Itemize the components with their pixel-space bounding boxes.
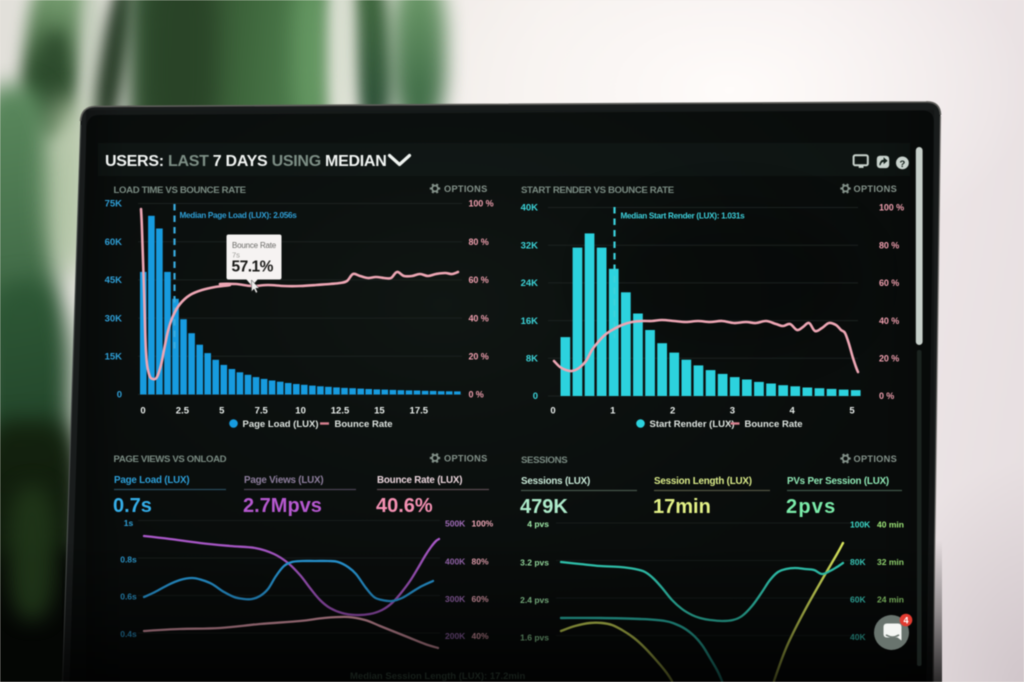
svg-text:4 pvs: 4 pvs xyxy=(527,519,549,529)
svg-text:4: 4 xyxy=(790,406,796,417)
svg-text:5: 5 xyxy=(219,406,225,417)
svg-text:100K: 100K xyxy=(850,520,871,530)
svg-text:3: 3 xyxy=(730,406,735,417)
svg-text:0 %: 0 % xyxy=(879,391,894,401)
svg-text:Page Load (LUX): Page Load (LUX) xyxy=(243,419,319,430)
svg-text:PAGE VIEWS VS ONLOAD: PAGE VIEWS VS ONLOAD xyxy=(114,454,227,465)
svg-text:0.7s: 0.7s xyxy=(113,495,152,517)
svg-text:USERS: LAST 7 DAYS USING MEDIA: USERS: LAST 7 DAYS USING MEDIAN xyxy=(105,153,386,170)
svg-text:40.6%: 40.6% xyxy=(376,495,433,517)
svg-text:2pvs: 2pvs xyxy=(786,496,836,518)
svg-text:15K: 15K xyxy=(105,352,123,363)
svg-text:45K: 45K xyxy=(105,275,123,286)
svg-text:4: 4 xyxy=(903,615,908,625)
svg-text:7s: 7s xyxy=(232,251,240,260)
svg-text:Bounce Rate (LUX): Bounce Rate (LUX) xyxy=(377,475,462,486)
svg-text:17.5: 17.5 xyxy=(410,406,429,417)
svg-text:OPTIONS: OPTIONS xyxy=(444,184,487,194)
svg-text:57.1%: 57.1% xyxy=(232,259,274,276)
svg-text:Page Load (LUX): Page Load (LUX) xyxy=(114,475,189,486)
svg-text:Bounce Rate: Bounce Rate xyxy=(745,419,803,430)
svg-text:7.5: 7.5 xyxy=(255,406,269,417)
svg-text:1: 1 xyxy=(610,406,616,417)
svg-text:8K: 8K xyxy=(526,354,538,365)
svg-text:12.5: 12.5 xyxy=(331,406,350,417)
svg-text:40 min: 40 min xyxy=(877,520,904,530)
svg-text:OPTIONS: OPTIONS xyxy=(854,454,897,464)
svg-text:2.7Mpvs: 2.7Mpvs xyxy=(243,495,322,517)
svg-text:16K: 16K xyxy=(521,316,539,327)
svg-text:24K: 24K xyxy=(521,278,539,289)
svg-text:60K: 60K xyxy=(105,237,123,248)
svg-text:100 %: 100 % xyxy=(469,199,494,209)
svg-text:1s: 1s xyxy=(124,518,134,528)
svg-text:40 %: 40 % xyxy=(469,313,489,323)
svg-text:2.5: 2.5 xyxy=(176,406,190,417)
svg-text:0: 0 xyxy=(550,406,555,417)
svg-text:32K: 32K xyxy=(521,240,539,251)
svg-text:40 %: 40 % xyxy=(879,316,899,326)
svg-text:Start Render (LUX): Start Render (LUX) xyxy=(650,419,735,430)
svg-text:Sessions (LUX): Sessions (LUX) xyxy=(521,476,590,487)
svg-text:Bounce Rate: Bounce Rate xyxy=(335,419,393,430)
svg-text:LOAD TIME VS BOUNCE RATE: LOAD TIME VS BOUNCE RATE xyxy=(114,185,247,196)
svg-text:60 %: 60 % xyxy=(469,275,489,285)
svg-text:?: ? xyxy=(899,159,905,170)
svg-text:Median Page Load (LUX): 2.056s: Median Page Load (LUX): 2.056s xyxy=(180,211,298,220)
svg-text:5: 5 xyxy=(849,406,855,417)
svg-text:SESSIONS: SESSIONS xyxy=(521,455,568,466)
svg-text:100 %: 100 % xyxy=(879,203,904,213)
svg-text:0: 0 xyxy=(533,391,538,402)
svg-text:40K: 40K xyxy=(521,203,539,214)
svg-text:OPTIONS: OPTIONS xyxy=(854,184,897,194)
svg-text:80 %: 80 % xyxy=(879,240,899,250)
svg-text:60 %: 60 % xyxy=(879,278,899,288)
svg-text:10: 10 xyxy=(295,406,306,417)
svg-text:80 %: 80 % xyxy=(469,237,489,247)
svg-text:17min: 17min xyxy=(653,496,711,518)
svg-text:20 %: 20 % xyxy=(469,352,489,362)
svg-text:Median Start Render (LUX): 1.0: Median Start Render (LUX): 1.031s xyxy=(621,212,746,221)
svg-text:0: 0 xyxy=(117,390,122,401)
svg-text:OPTIONS: OPTIONS xyxy=(444,454,487,464)
svg-text:75K: 75K xyxy=(105,199,123,210)
svg-text:Bounce Rate: Bounce Rate xyxy=(232,241,277,250)
svg-text:PVs Per Session (LUX): PVs Per Session (LUX) xyxy=(787,476,889,487)
svg-text:Session Length (LUX): Session Length (LUX) xyxy=(654,476,752,487)
svg-text:Median Session Length (LUX): 1: Median Session Length (LUX): 17.2min xyxy=(350,671,525,682)
svg-text:30K: 30K xyxy=(105,313,123,324)
svg-text:Page Views (LUX): Page Views (LUX) xyxy=(244,475,323,486)
svg-text:479K: 479K xyxy=(520,496,568,518)
svg-text:100%: 100% xyxy=(472,519,494,529)
svg-text:20 %: 20 % xyxy=(879,354,899,364)
svg-text:0 %: 0 % xyxy=(469,390,484,400)
svg-text:START RENDER VS BOUNCE RATE: START RENDER VS BOUNCE RATE xyxy=(521,185,675,196)
svg-text:500K: 500K xyxy=(445,519,466,529)
svg-text:15: 15 xyxy=(374,406,385,417)
svg-text:0: 0 xyxy=(140,406,145,417)
svg-text:2: 2 xyxy=(670,406,675,417)
